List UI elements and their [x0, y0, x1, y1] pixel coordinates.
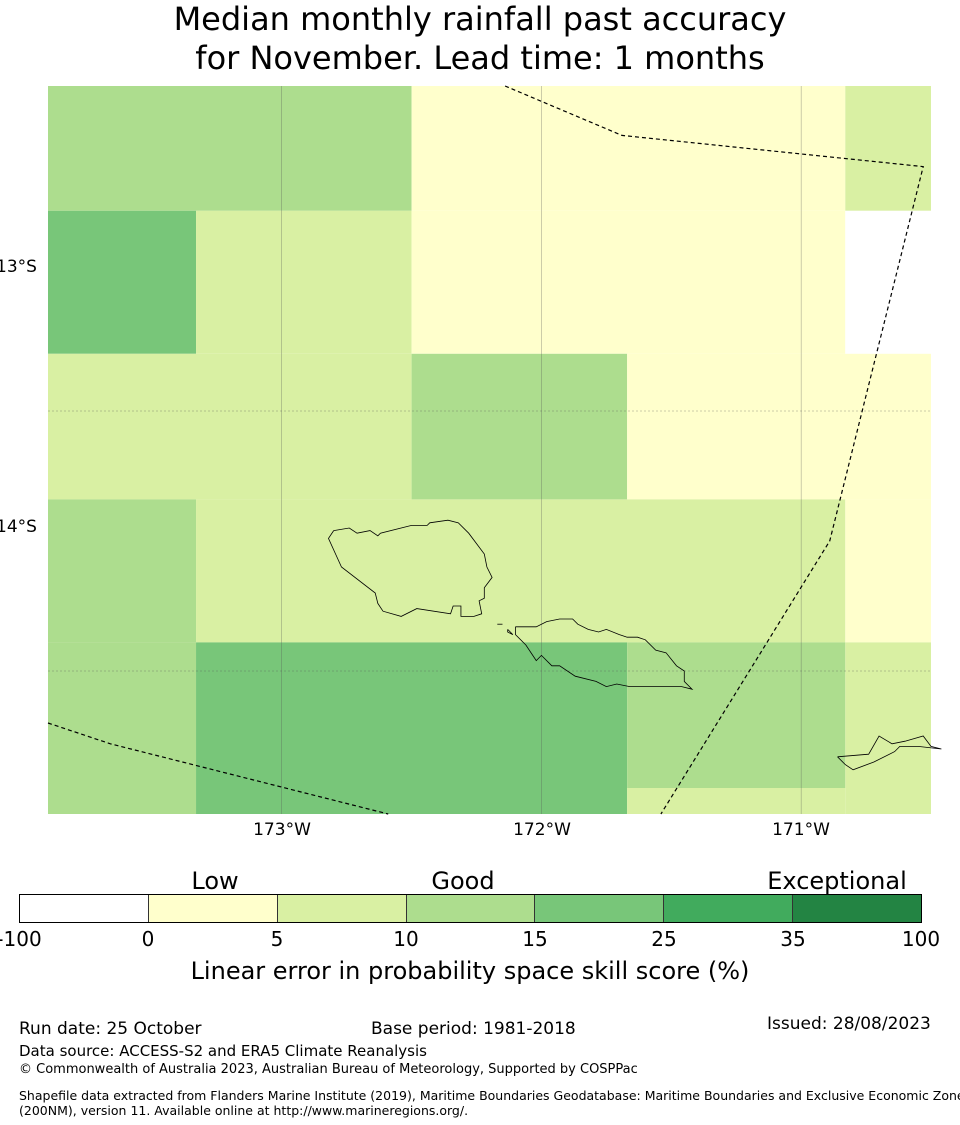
- legend-category-good: Good: [431, 867, 495, 895]
- map-title: Median monthly rainfall past accuracy fo…: [0, 0, 960, 78]
- skill-score-map: [47, 85, 942, 815]
- colorbar-tick: -100: [0, 927, 42, 951]
- colorbar-tick: 35: [780, 927, 806, 951]
- grid-cell: [196, 210, 412, 354]
- grid-cell: [48, 353, 412, 500]
- colorbar-segment: [535, 895, 665, 922]
- grid-cell: [48, 86, 412, 211]
- grid-cell: [48, 499, 197, 643]
- grid-cell: [48, 210, 197, 354]
- longitude-label-173w: 173°W: [253, 820, 311, 840]
- copyright: © Commonwealth of Australia 2023, Austra…: [19, 1062, 638, 1077]
- coastlines: [328, 519, 942, 771]
- colorbar-tick: 10: [393, 927, 419, 951]
- colorbar-segment: [406, 895, 536, 922]
- colorbar-segment: [277, 895, 407, 922]
- colorbar-tick: 5: [270, 927, 284, 951]
- grid-cell: [411, 86, 846, 211]
- latitude-label-13s: 13°S: [0, 257, 37, 277]
- eez-boundaries: [47, 85, 924, 815]
- grid-cell: [627, 642, 846, 788]
- colorbar-segment: [664, 895, 794, 922]
- island-coastline: [837, 735, 942, 771]
- grid-cell: [845, 86, 931, 211]
- longitude-label-171w: 171°W: [772, 820, 830, 840]
- island-coastline: [515, 618, 694, 690]
- map-gridlines: [48, 86, 931, 814]
- colorbar-tick: 0: [141, 927, 155, 951]
- latitude-label-14s: 14°S: [0, 517, 37, 537]
- legend-category-exceptional: Exceptional: [767, 867, 907, 895]
- run-date: Run date: 25 October: [19, 1019, 202, 1039]
- colorbar-tick: 15: [522, 927, 548, 951]
- longitude-label-172w: 172°W: [513, 820, 571, 840]
- colorbar-segment: [793, 895, 922, 922]
- issued-date: Issued: 28/08/2023: [767, 1014, 931, 1034]
- colorbar-segment: [20, 895, 149, 922]
- eez-boundary-line: [47, 722, 389, 815]
- base-period: Base period: 1981-2018: [371, 1019, 576, 1039]
- skill-score-colorbar: [19, 894, 922, 923]
- grid-cell: [411, 353, 628, 500]
- shapefile-credit-line-1: Shapefile data extracted from Flanders M…: [19, 1088, 960, 1103]
- colorbar-tick: 100: [901, 927, 941, 951]
- island-coastline: [507, 629, 514, 635]
- skill-score-grid: [48, 86, 931, 814]
- colorbar-tick: 25: [651, 927, 677, 951]
- eez-boundary-line: [504, 85, 924, 815]
- grid-cell: [627, 788, 846, 814]
- colorbar-title: Linear error in probability space skill …: [190, 957, 750, 985]
- grid-cell: [845, 499, 931, 643]
- grid-cell: [196, 499, 846, 643]
- shapefile-credit-line-2: (200NM), version 11. Available online at…: [19, 1103, 469, 1118]
- grid-cell: [196, 642, 628, 814]
- grid-cell: [48, 642, 197, 814]
- legend-category-low: Low: [191, 867, 239, 895]
- grid-cell: [411, 210, 846, 354]
- island-coastline: [328, 519, 493, 617]
- grid-cell: [845, 210, 931, 354]
- data-source: Data source: ACCESS-S2 and ERA5 Climate …: [19, 1042, 427, 1060]
- grid-cell: [845, 642, 931, 814]
- map-title-line-2: for November. Lead time: 1 months: [195, 39, 765, 77]
- grid-cell: [627, 353, 931, 500]
- colorbar-segment: [148, 895, 278, 922]
- map-title-line-1: Median monthly rainfall past accuracy: [173, 0, 787, 38]
